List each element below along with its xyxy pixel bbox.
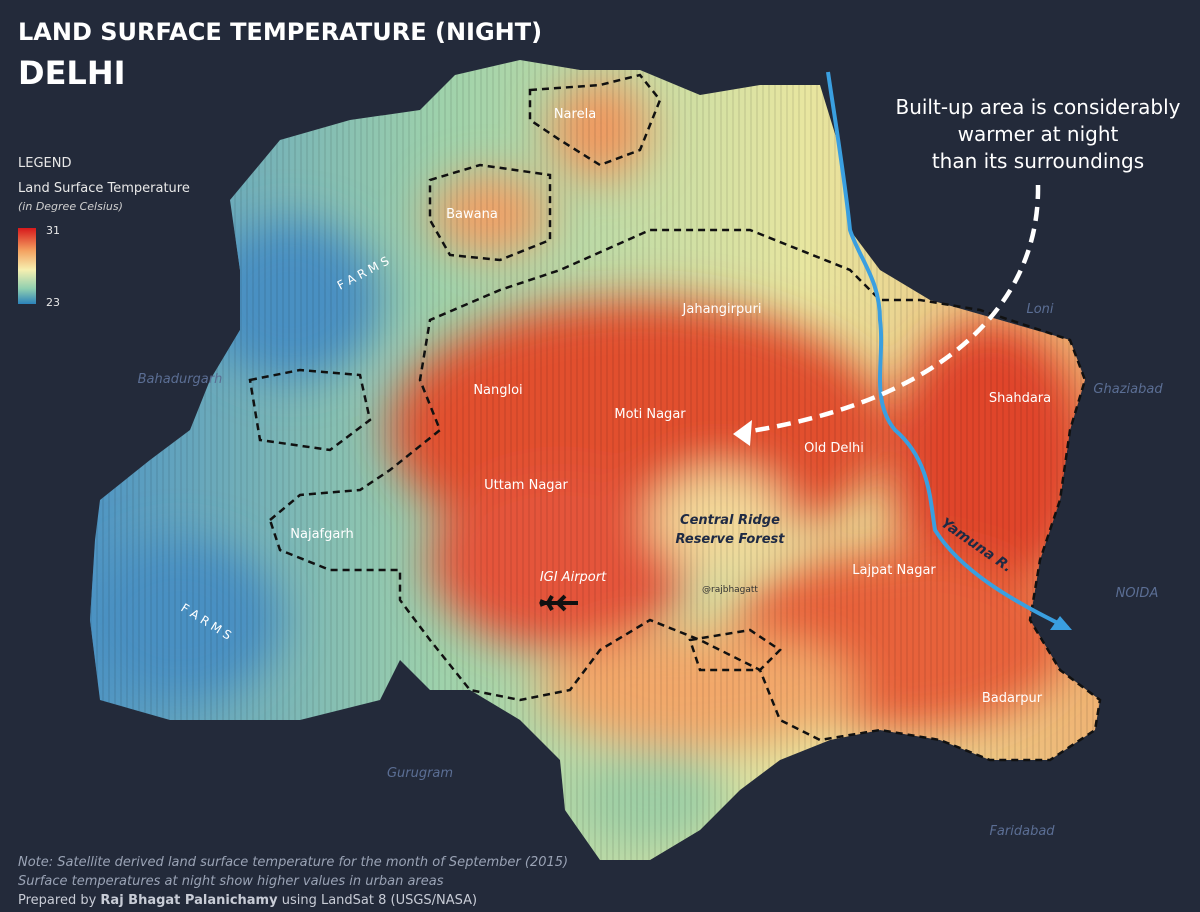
credit-suffix: using LandSat 8 (USGS/NASA) xyxy=(278,893,478,908)
place-label: Nangloi xyxy=(473,383,522,398)
credit: Prepared by Raj Bhagat Palanichamy using… xyxy=(18,893,477,908)
neighbor-label: Bahadurgarh xyxy=(138,372,223,387)
legend-heading: LEGEND xyxy=(18,156,71,171)
place-label: Bawana xyxy=(446,207,498,222)
annotation-line: Built-up area is considerably xyxy=(895,95,1180,119)
place-label: Jahangirpuri xyxy=(682,302,762,317)
neighbor-label: Faridabad xyxy=(989,824,1055,839)
place-label: Najafgarh xyxy=(290,527,353,542)
title: LAND SURFACE TEMPERATURE (NIGHT) xyxy=(18,18,542,46)
note: Surface temperatures at night show highe… xyxy=(18,874,444,889)
legend-unit: (in Degree Celsius) xyxy=(18,200,123,213)
neighbor-label: Loni xyxy=(1026,302,1053,317)
place-label: Shahdara xyxy=(989,391,1051,406)
place-label: Uttam Nagar xyxy=(484,478,568,493)
legend-title: Land Surface Temperature xyxy=(18,181,190,196)
urban-boundary xyxy=(248,73,1102,762)
note: Note: Satellite derived land surface tem… xyxy=(18,855,568,870)
legend-min: 23 xyxy=(46,296,60,309)
annotation-arrowhead xyxy=(733,420,752,446)
subtitle: DELHI xyxy=(18,54,126,92)
neighbor-label: NOIDA xyxy=(1116,586,1159,601)
annotation-line: than its surroundings xyxy=(932,149,1144,173)
place-label: Moti Nagar xyxy=(614,407,686,422)
legend-max: 31 xyxy=(46,224,60,237)
annotation-arrow xyxy=(744,184,1041,435)
neighbor-label: Gurugram xyxy=(387,766,453,781)
place-label: IGI Airport xyxy=(540,570,607,585)
temperature-surface xyxy=(90,60,1100,860)
airport-icon xyxy=(539,594,578,612)
credit-prefix: Prepared by xyxy=(18,893,100,908)
handle: @rajbhagatt xyxy=(702,585,758,595)
landmark: Central Ridge xyxy=(680,513,780,528)
place-label: Old Delhi xyxy=(804,441,864,456)
river-arrowhead xyxy=(1050,616,1072,630)
place-label: Narela xyxy=(554,107,596,122)
annotation-line: warmer at night xyxy=(958,122,1119,146)
legend-scale xyxy=(18,228,36,304)
landmark: Reserve Forest xyxy=(676,532,786,547)
river xyxy=(826,71,1069,630)
place-label: Lajpat Nagar xyxy=(852,563,936,578)
neighbor-label: Ghaziabad xyxy=(1093,382,1163,397)
credit-author: Raj Bhagat Palanichamy xyxy=(100,893,278,908)
place-label: Badarpur xyxy=(982,691,1043,706)
